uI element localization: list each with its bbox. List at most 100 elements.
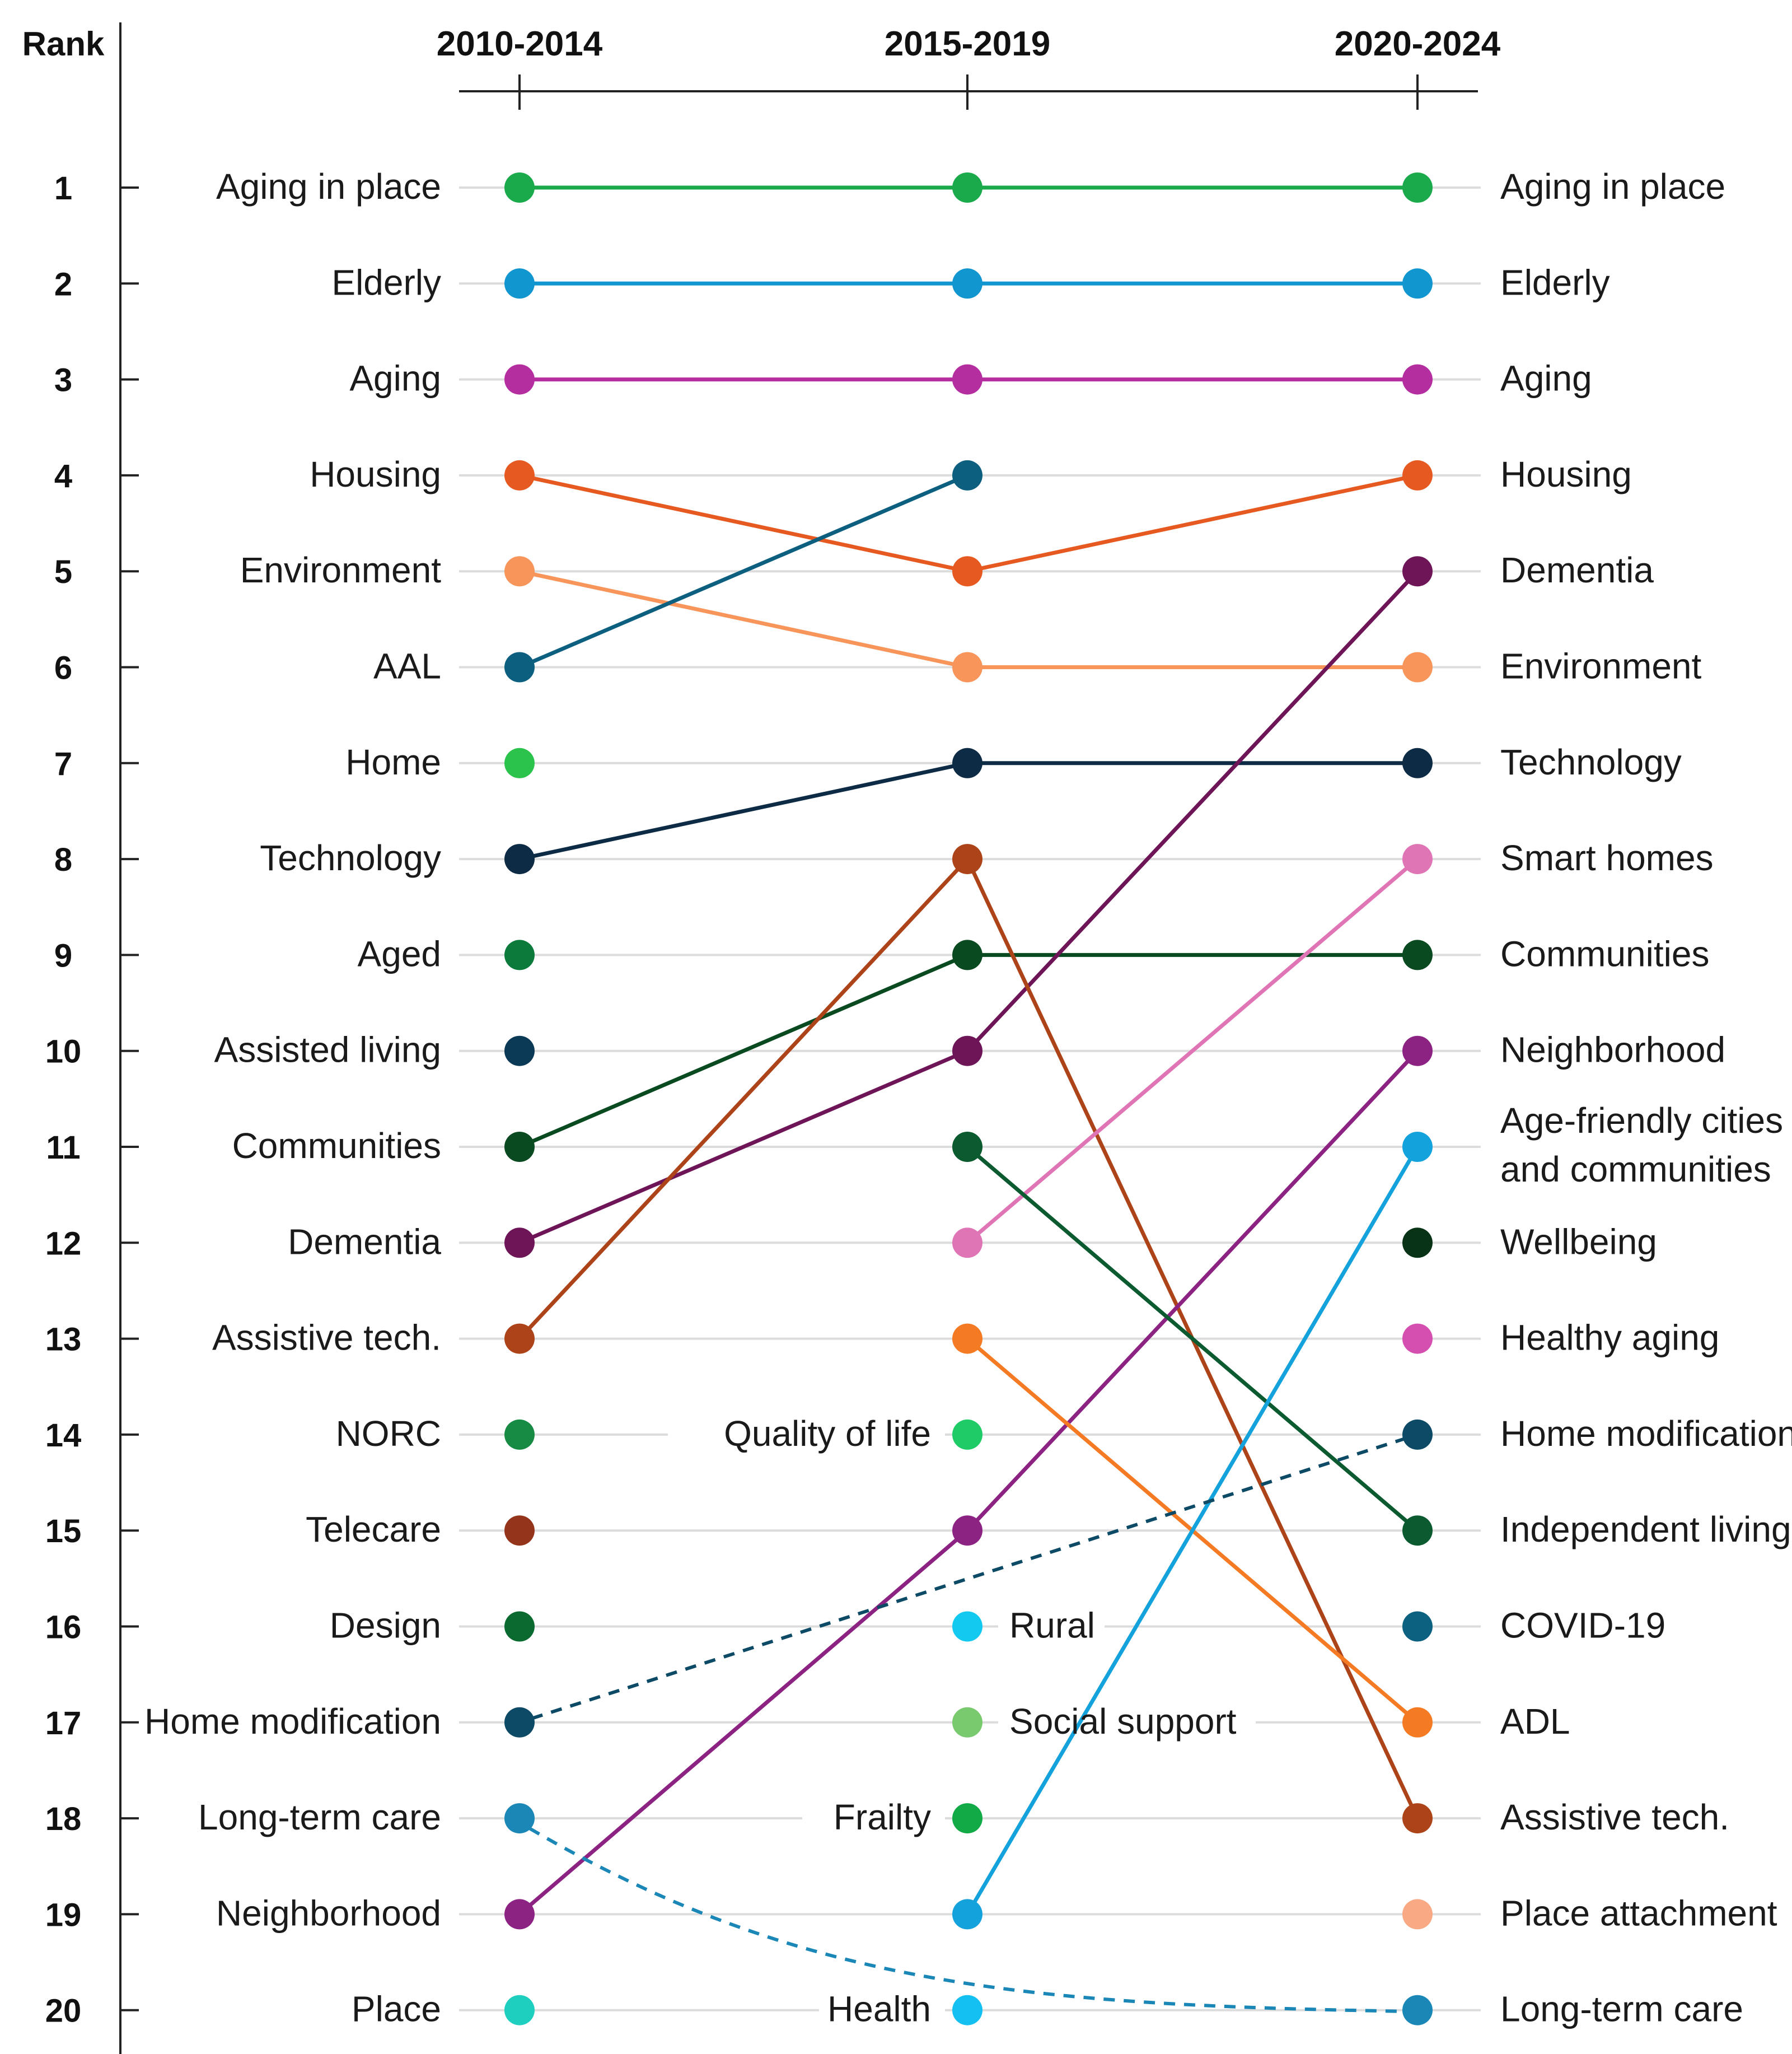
rank-marker [1402, 460, 1433, 491]
keyword-label: Wellbeing [1500, 1221, 1657, 1262]
rank-marker [504, 1803, 535, 1834]
keyword-label: Aging [349, 358, 441, 399]
series-line [528, 1827, 1401, 2013]
rank-label: 11 [46, 1129, 80, 1166]
rank-axis-title: Rank [22, 25, 105, 63]
rank-marker [952, 268, 982, 299]
rank-marker [504, 1611, 535, 1642]
keyword-label: COVID-19 [1500, 1605, 1665, 1646]
rank-marker [504, 1035, 535, 1066]
rank-label: 13 [45, 1322, 82, 1358]
rank-marker [504, 652, 535, 683]
keyword-label: Neighborhood [216, 1893, 441, 1933]
keyword-labels: 12345678910111213141516171819202010-2014… [45, 25, 1792, 2029]
rank-marker [504, 940, 535, 970]
rank-label: 18 [45, 1801, 82, 1837]
keyword-label: Assistive tech. [212, 1318, 441, 1358]
period-label: 2020-2024 [1335, 25, 1501, 63]
keyword-label: Communities [232, 1126, 441, 1166]
rank-marker [952, 1323, 982, 1354]
keyword-label: Smart homes [1500, 838, 1714, 878]
series-line [965, 1146, 1420, 1916]
rank-marker [952, 460, 982, 491]
rank-marker [1402, 652, 1433, 683]
rank-marker [1402, 1035, 1433, 1066]
rank-marker [1402, 1227, 1433, 1258]
rank-marker [1402, 1515, 1433, 1546]
rank-marker [952, 652, 982, 683]
keyword-label: Long-term care [198, 1797, 441, 1837]
rank-label: 7 [54, 746, 72, 782]
series-line [518, 473, 968, 669]
rank-marker [1402, 1132, 1433, 1162]
rank-label: 10 [45, 1034, 82, 1070]
keyword-label: Long-term care [1500, 1989, 1743, 2029]
rank-label: 16 [45, 1609, 82, 1646]
rank-marker [504, 748, 535, 778]
keyword-label: Place [352, 1989, 441, 2029]
rank-marker [952, 1803, 982, 1834]
rank-marker [504, 556, 535, 587]
rank-marker [952, 1899, 982, 1930]
keyword-label: Elderly [1500, 262, 1610, 302]
rank-marker [1402, 1611, 1433, 1642]
keyword-label: Home [345, 742, 441, 782]
keyword-label: AAL [373, 646, 441, 687]
rank-marker [504, 1132, 535, 1162]
rank-markers [504, 172, 1433, 2025]
rank-marker [1402, 1899, 1433, 1930]
keyword-label: Environment [240, 550, 442, 590]
rank-marker [1402, 364, 1433, 395]
period-label: 2010-2014 [437, 25, 603, 63]
rank-marker [952, 1995, 982, 2025]
rank-marker [1402, 1803, 1433, 1834]
rank-marker [952, 940, 982, 970]
rank-marker [504, 1419, 535, 1450]
rank-label: 20 [45, 1993, 82, 2029]
keyword-label: Home modification [1500, 1413, 1792, 1454]
keyword-label: Independent living [1500, 1509, 1791, 1549]
keyword-label: Place attachment [1500, 1893, 1777, 1933]
keyword-label: Aging [1500, 358, 1592, 399]
rank-marker [952, 1515, 982, 1546]
keyword-label: Frailty [834, 1797, 931, 1837]
rank-marker [1402, 748, 1433, 778]
rank-label: 1 [54, 170, 72, 207]
keyword-label: Aging in place [216, 166, 441, 207]
keyword-label: Healthy aging [1500, 1318, 1719, 1358]
keyword-label: Communities [1500, 933, 1709, 974]
keyword-label: Neighborhood [1500, 1030, 1725, 1070]
series-line [518, 1049, 1419, 1916]
rank-label: 2 [54, 266, 72, 302]
series-line [966, 1145, 1419, 1532]
rank-label: 12 [45, 1225, 82, 1262]
keyword-label: and communities [1500, 1149, 1771, 1189]
keyword-label: Assisted living [214, 1030, 442, 1070]
keyword-label: Social support [1009, 1701, 1237, 1742]
rank-label: 14 [45, 1417, 82, 1454]
rank-label: 4 [54, 458, 72, 494]
rank-marker [1402, 1995, 1433, 2025]
rank-marker [504, 172, 535, 203]
rank-marker [1402, 172, 1433, 203]
rank-label: 9 [54, 937, 72, 974]
rank-label: 5 [54, 554, 72, 590]
keyword-label: Dementia [288, 1221, 441, 1262]
rank-marker [952, 844, 982, 875]
keyword-label: Design [330, 1605, 441, 1646]
rank-marker [952, 556, 982, 587]
keyword-label: Environment [1500, 646, 1702, 687]
rank-marker [504, 1707, 535, 1738]
rank-marker [1402, 556, 1433, 587]
keyword-label: Age-friendly cities [1500, 1100, 1783, 1141]
axes [119, 22, 1478, 2054]
keyword-label: Aged [358, 933, 441, 974]
keyword-label: Elderly [331, 262, 441, 302]
rank-marker [504, 460, 535, 491]
keyword-label: NORC [336, 1413, 441, 1454]
rank-marker [952, 748, 982, 778]
keyword-label: Health [827, 1989, 931, 2029]
keyword-label: Aging in place [1500, 166, 1725, 207]
rank-label: 3 [54, 362, 72, 399]
rank-label: 8 [54, 842, 72, 878]
